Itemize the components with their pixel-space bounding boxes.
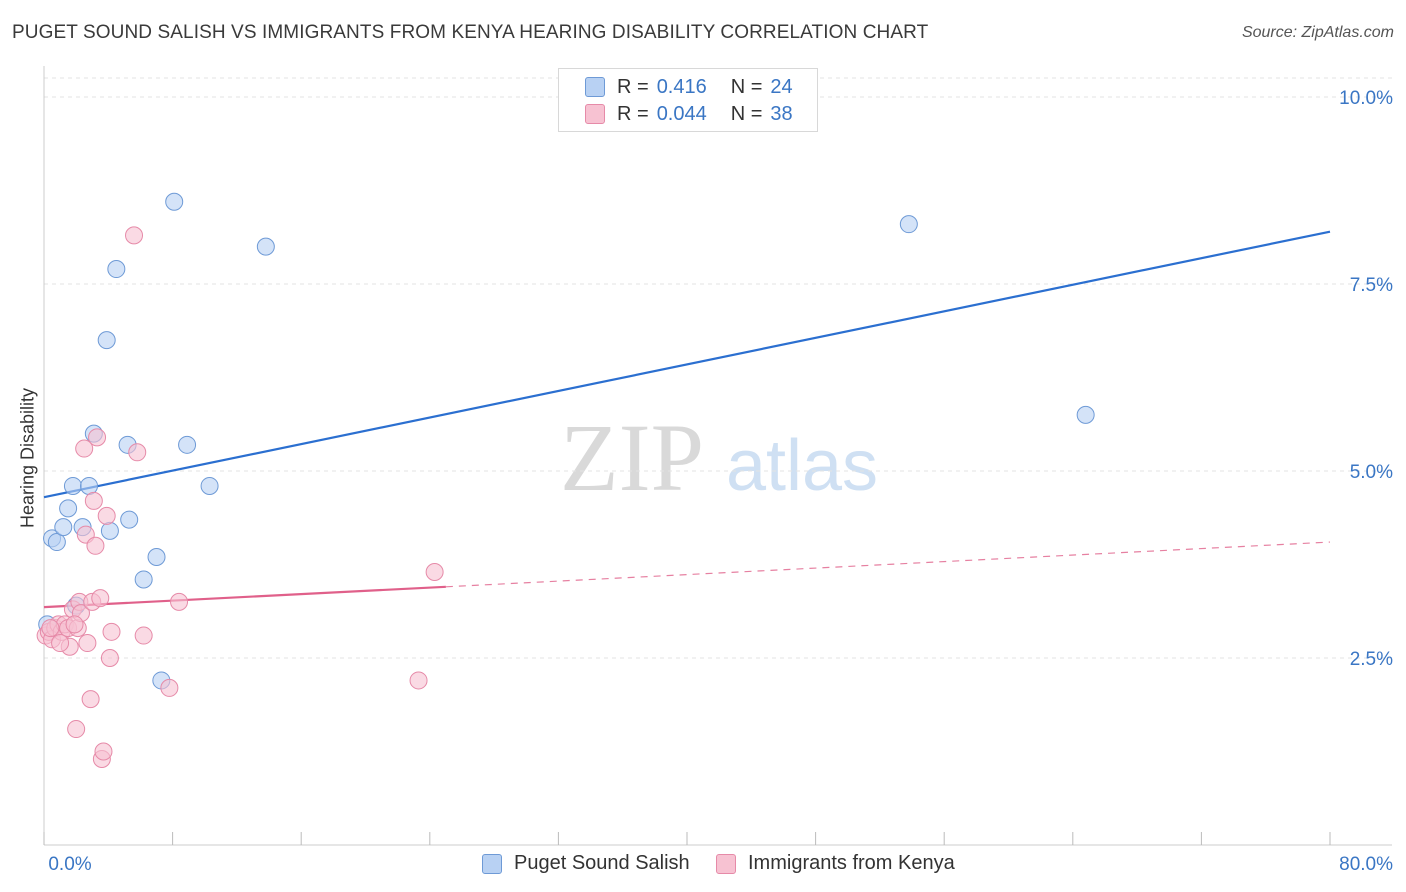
- x-tick-label: 0.0%: [48, 854, 91, 875]
- point-immigrants-from-kenya: [84, 491, 103, 510]
- point-puget-sound-salish: [107, 260, 126, 279]
- point-puget-sound-salish: [47, 533, 66, 552]
- trend-line-immigrants-from-kenya-extension: [445, 541, 1331, 588]
- watermark-atlas: atlas: [726, 426, 878, 506]
- point-immigrants-from-kenya: [102, 622, 121, 641]
- point-puget-sound-salish: [200, 476, 219, 495]
- bottom-legend-kenya: Immigrants from Kenya: [716, 852, 955, 875]
- tick-labels: 2.5% 5.0% 7.5% 10.0% 0.0% 80.0%: [48, 88, 1393, 875]
- legend-swatch-pink: [585, 104, 605, 124]
- point-puget-sound-salish: [1076, 405, 1095, 424]
- point-puget-sound-salish: [134, 570, 153, 589]
- point-immigrants-from-kenya: [134, 626, 153, 645]
- legend-n-label: N =: [730, 102, 763, 125]
- legend-n-label: N =: [730, 75, 763, 98]
- point-puget-sound-salish: [97, 331, 116, 350]
- point-immigrants-from-kenya: [128, 443, 147, 462]
- y-tick-label: 10.0%: [1339, 88, 1393, 109]
- legend: R = 0.416 N = 24 R = 0.044 N = 38: [558, 68, 818, 132]
- grid: [44, 77, 1392, 659]
- legend-r-label: R =: [617, 75, 649, 98]
- legend-n-value: 24: [770, 75, 793, 98]
- point-puget-sound-salish: [100, 521, 119, 540]
- trend-line-puget-sound-salish: [43, 230, 1331, 499]
- trend-lines: [43, 230, 1331, 609]
- x-tick-label: 80.0%: [1339, 854, 1393, 875]
- bottom-legend-swatch-blue: [482, 853, 502, 874]
- y-tick-label: 5.0%: [1350, 462, 1393, 483]
- axes: [43, 66, 1392, 846]
- point-puget-sound-salish: [147, 548, 166, 567]
- point-puget-sound-salish: [178, 435, 197, 454]
- y-tick-label: 2.5%: [1350, 649, 1393, 670]
- point-immigrants-from-kenya: [409, 671, 428, 690]
- point-immigrants-from-kenya: [125, 226, 144, 245]
- point-immigrants-from-kenya: [67, 720, 86, 739]
- point-immigrants-from-kenya: [88, 428, 107, 447]
- trend-line-immigrants-from-kenya: [43, 585, 446, 609]
- watermark: ZIP atlas: [560, 404, 878, 511]
- chart-title: PUGET SOUND SALISH VS IMMIGRANTS FROM KE…: [12, 22, 929, 43]
- point-immigrants-from-kenya: [75, 439, 94, 458]
- point-immigrants-from-kenya: [97, 506, 116, 525]
- bottom-legend-salish: Puget Sound Salish: [482, 852, 690, 875]
- point-immigrants-from-kenya: [41, 619, 60, 638]
- point-puget-sound-salish: [165, 192, 184, 211]
- point-puget-sound-salish: [54, 518, 73, 537]
- point-puget-sound-salish: [899, 215, 918, 234]
- point-immigrants-from-kenya: [81, 690, 100, 709]
- point-immigrants-from-kenya: [51, 634, 70, 653]
- y-tick-label: 7.5%: [1350, 275, 1393, 296]
- point-immigrants-from-kenya: [170, 592, 189, 611]
- point-immigrants-from-kenya: [65, 615, 84, 634]
- bottom-legend-label-salish: Puget Sound Salish: [514, 852, 690, 874]
- point-puget-sound-salish: [256, 237, 275, 256]
- legend-n-value: 38: [770, 102, 793, 125]
- bottom-legend: Puget Sound Salish Immigrants from Kenya: [0, 852, 1406, 878]
- bottom-legend-label-kenya: Immigrants from Kenya: [748, 852, 955, 874]
- point-puget-sound-salish: [120, 510, 139, 529]
- point-immigrants-from-kenya: [86, 536, 105, 555]
- point-immigrants-from-kenya: [91, 589, 110, 608]
- point-immigrants-from-kenya: [425, 562, 444, 581]
- bottom-legend-swatch-pink: [716, 853, 736, 874]
- data-points: [36, 192, 1095, 768]
- watermark-zip: ZIP: [560, 404, 704, 511]
- point-immigrants-from-kenya: [100, 649, 119, 667]
- legend-r-label: R =: [617, 102, 649, 125]
- legend-row-salish: R = 0.416 N = 24: [585, 75, 793, 99]
- point-immigrants-from-kenya: [160, 678, 179, 697]
- legend-row-kenya: R = 0.044 N = 38: [585, 102, 793, 126]
- point-puget-sound-salish: [59, 499, 78, 518]
- legend-swatch-blue: [585, 77, 605, 97]
- point-immigrants-from-kenya: [94, 742, 113, 761]
- point-puget-sound-salish: [63, 476, 82, 495]
- point-immigrants-from-kenya: [78, 634, 97, 653]
- legend-r-value: 0.044: [656, 102, 707, 125]
- source-label: Source: ZipAtlas.com: [1241, 24, 1394, 41]
- point-puget-sound-salish: [80, 476, 99, 495]
- legend-r-value: 0.416: [656, 75, 707, 98]
